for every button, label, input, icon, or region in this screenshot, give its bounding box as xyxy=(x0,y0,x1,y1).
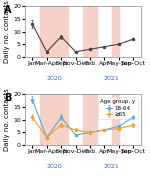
Bar xyxy=(39,6,68,57)
Text: B: B xyxy=(4,93,12,103)
Bar xyxy=(83,6,97,57)
Text: 2020: 2020 xyxy=(46,164,62,169)
Y-axis label: Daily no. contacts: Daily no. contacts xyxy=(4,0,10,63)
Text: 2021: 2021 xyxy=(104,164,120,169)
Text: A: A xyxy=(4,5,12,15)
Y-axis label: Daily no. contacts: Daily no. contacts xyxy=(4,88,10,151)
Bar xyxy=(112,6,119,57)
Text: 2021: 2021 xyxy=(104,76,120,81)
Bar xyxy=(39,95,68,145)
Bar xyxy=(83,95,97,145)
Bar xyxy=(112,95,119,145)
Legend: 18-64, ≥65: 18-64, ≥65 xyxy=(98,97,138,119)
Text: 2020: 2020 xyxy=(46,76,62,81)
